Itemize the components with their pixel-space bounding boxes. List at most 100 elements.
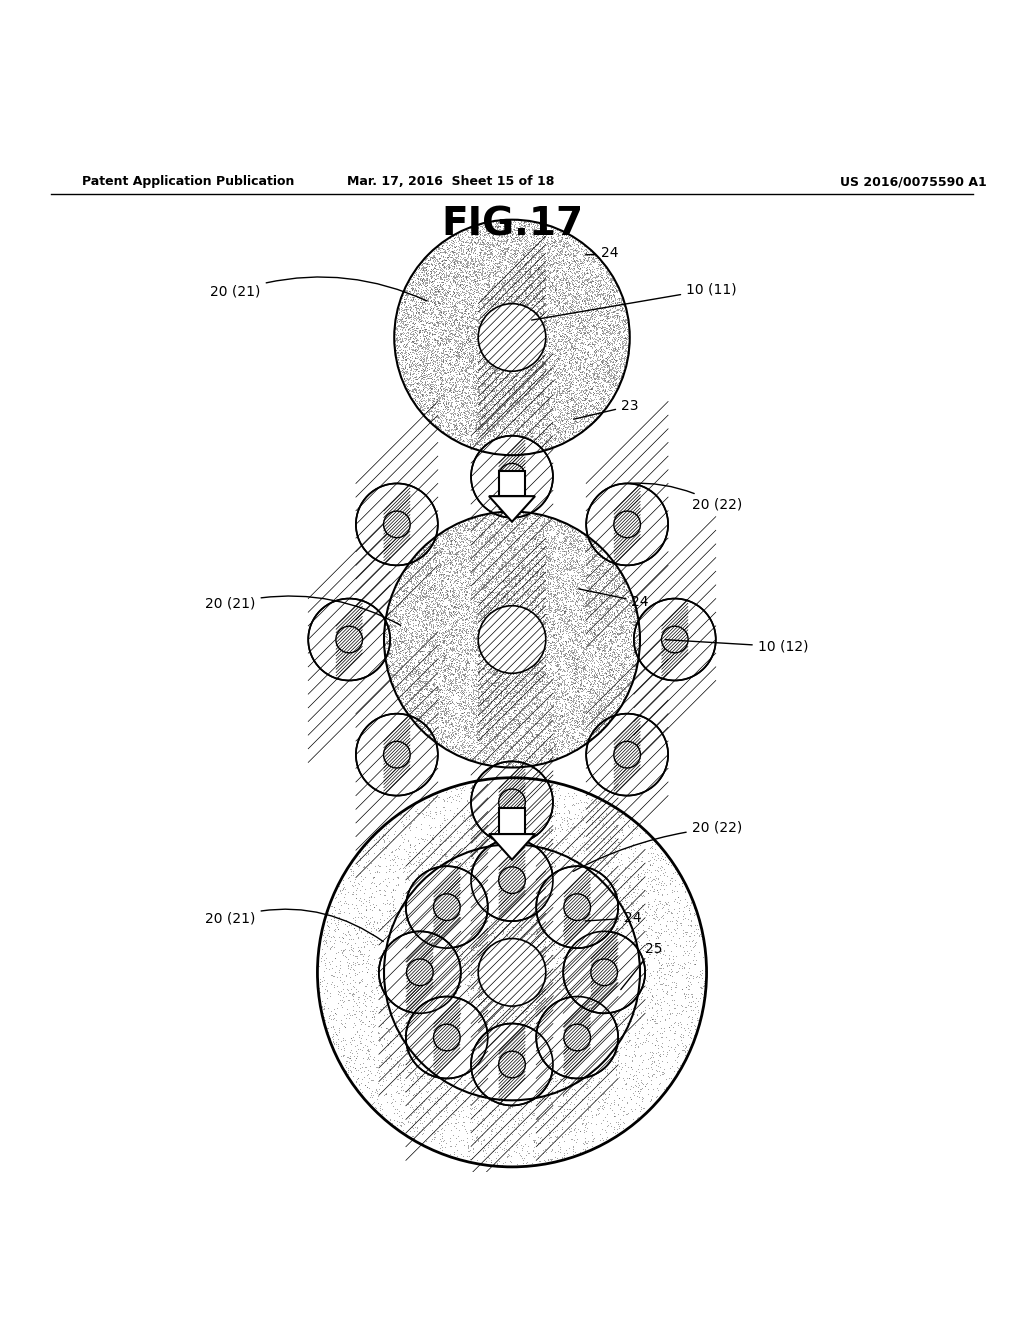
Point — [440, 603, 457, 624]
Point — [547, 416, 563, 437]
Point — [654, 973, 671, 994]
Point — [458, 331, 474, 352]
Point — [445, 568, 462, 589]
Point — [584, 412, 600, 433]
Point — [597, 598, 613, 619]
Point — [584, 611, 600, 632]
Point — [422, 263, 438, 284]
Point — [402, 300, 419, 321]
Point — [391, 620, 408, 642]
Point — [470, 533, 486, 554]
Point — [487, 1113, 504, 1134]
Point — [555, 329, 571, 350]
Point — [454, 281, 470, 302]
Point — [416, 606, 432, 627]
Point — [677, 1044, 693, 1065]
Point — [452, 525, 468, 546]
Point — [669, 961, 685, 982]
Point — [561, 741, 578, 762]
Point — [553, 607, 569, 628]
Point — [509, 606, 525, 627]
Point — [526, 285, 543, 306]
Point — [508, 719, 524, 741]
Point — [418, 396, 434, 417]
Point — [433, 524, 450, 545]
Point — [554, 370, 570, 391]
Point — [381, 623, 397, 644]
Point — [553, 738, 569, 759]
Point — [522, 256, 539, 277]
Point — [529, 583, 546, 605]
Point — [563, 308, 580, 329]
Point — [509, 228, 525, 249]
Point — [466, 593, 482, 614]
Point — [538, 1077, 554, 1098]
Point — [517, 710, 534, 731]
Point — [538, 681, 554, 702]
Point — [656, 921, 673, 942]
Point — [525, 354, 542, 375]
Point — [541, 363, 557, 384]
Point — [545, 364, 561, 385]
Point — [609, 375, 626, 396]
Point — [495, 288, 511, 309]
Point — [613, 589, 630, 610]
Point — [521, 678, 538, 700]
Point — [504, 894, 520, 915]
Point — [492, 348, 508, 370]
Point — [476, 702, 493, 723]
Point — [552, 667, 568, 688]
Point — [321, 1006, 337, 1027]
Point — [592, 1055, 608, 1076]
Point — [429, 341, 445, 362]
Point — [415, 612, 431, 634]
Point — [408, 941, 424, 962]
Point — [589, 289, 605, 310]
Point — [454, 702, 470, 723]
Point — [488, 752, 505, 774]
Point — [446, 284, 463, 305]
Point — [544, 1012, 560, 1034]
Point — [536, 796, 552, 817]
Point — [524, 569, 541, 590]
Point — [537, 306, 553, 327]
Point — [509, 535, 525, 556]
Point — [481, 376, 498, 397]
Point — [431, 334, 447, 355]
Point — [504, 428, 520, 449]
Point — [550, 946, 566, 968]
Point — [521, 558, 538, 579]
Point — [520, 698, 537, 719]
Point — [515, 249, 531, 271]
Point — [614, 663, 631, 684]
Point — [427, 281, 443, 302]
Point — [486, 660, 503, 681]
Point — [501, 755, 517, 776]
Point — [396, 647, 413, 668]
Point — [543, 577, 559, 598]
Point — [569, 337, 586, 358]
Point — [488, 523, 505, 544]
Point — [501, 296, 517, 317]
Point — [518, 277, 535, 298]
Point — [603, 830, 620, 851]
Point — [461, 264, 477, 285]
Point — [565, 553, 582, 574]
Point — [598, 605, 614, 626]
Point — [431, 279, 447, 300]
Point — [506, 379, 522, 400]
Point — [580, 315, 596, 337]
Point — [565, 723, 582, 744]
Point — [489, 645, 506, 667]
Point — [515, 1152, 531, 1173]
Point — [512, 293, 528, 314]
Point — [525, 294, 542, 315]
Point — [404, 366, 421, 387]
Point — [504, 751, 520, 772]
Point — [482, 700, 499, 721]
Point — [645, 880, 662, 902]
Point — [522, 285, 539, 306]
Point — [496, 772, 512, 793]
Point — [490, 309, 507, 330]
Point — [474, 255, 490, 276]
